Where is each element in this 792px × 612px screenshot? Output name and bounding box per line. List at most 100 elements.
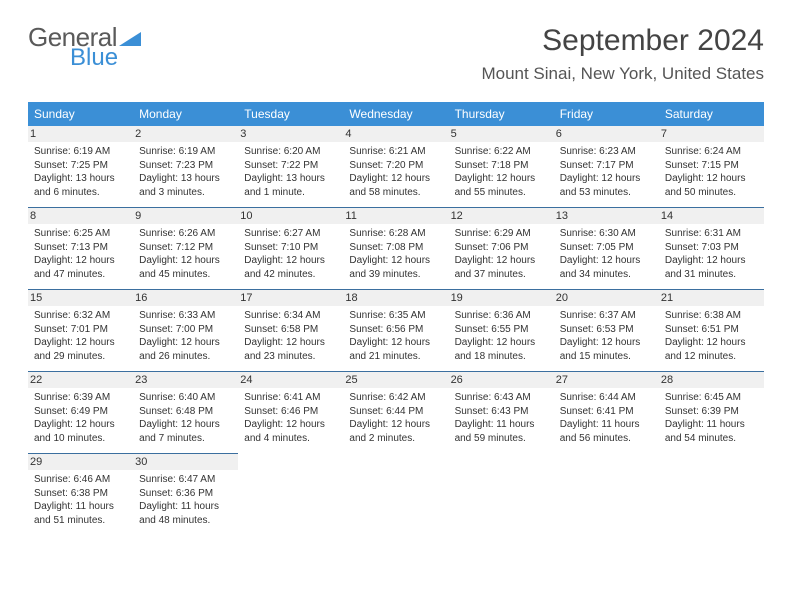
day-cell: 21 Sunrise: 6:38 AMSunset: 6:51 PMDayligh… <box>659 290 764 372</box>
day-cell: 3 Sunrise: 6:20 AMSunset: 7:22 PMDaylight… <box>238 126 343 208</box>
day-details: Sunrise: 6:34 AMSunset: 6:58 PMDaylight:… <box>244 309 337 363</box>
day-number: 30 <box>133 454 238 470</box>
day-cell: 18 Sunrise: 6:35 AMSunset: 6:56 PMDayligh… <box>343 290 448 372</box>
header: General Blue September 2024 Mount Sinai,… <box>28 24 764 84</box>
day-details: Sunrise: 6:35 AMSunset: 6:56 PMDaylight:… <box>349 309 442 363</box>
day-details: Sunrise: 6:42 AMSunset: 6:44 PMDaylight:… <box>349 391 442 445</box>
day-number: 26 <box>449 372 554 388</box>
day-details: Sunrise: 6:29 AMSunset: 7:06 PMDaylight:… <box>455 227 548 281</box>
day-number: 18 <box>343 290 448 306</box>
day-number: 7 <box>659 126 764 142</box>
day-cell: 28Sunrise: 6:45 AMSunset: 6:39 PMDayligh… <box>659 372 764 454</box>
day-details: Sunrise: 6:27 AMSunset: 7:10 PMDaylight:… <box>244 227 337 281</box>
day-cell: 4Sunrise: 6:21 AMSunset: 7:20 PMDaylight… <box>343 126 448 208</box>
day-cell: 15 Sunrise: 6:32 AMSunset: 7:01 PMDayligh… <box>28 290 133 372</box>
day-number: 11 <box>343 208 448 224</box>
day-cell <box>238 454 343 536</box>
week-row: 1 Sunrise: 6:19 AMSunset: 7:25 PMDaylight… <box>28 126 764 208</box>
day-details: Sunrise: 6:28 AMSunset: 7:08 PMDaylight:… <box>349 227 442 281</box>
day-details: Sunrise: 6:43 AMSunset: 6:43 PMDaylight:… <box>455 391 548 445</box>
week-row: 29 Sunrise: 6:46 AMSunset: 6:38 PMDayligh… <box>28 454 764 536</box>
day-number: 22 <box>28 372 133 388</box>
day-cell: 17 Sunrise: 6:34 AMSunset: 6:58 PMDayligh… <box>238 290 343 372</box>
title-block: September 2024 Mount Sinai, New York, Un… <box>481 24 764 84</box>
week-row: 8 Sunrise: 6:25 AMSunset: 7:13 PMDaylight… <box>28 208 764 290</box>
day-number: 15 <box>28 290 133 306</box>
logo-text-blue: Blue <box>70 46 141 70</box>
day-cell: 23Sunrise: 6:40 AMSunset: 6:48 PMDayligh… <box>133 372 238 454</box>
day-cell: 14 Sunrise: 6:31 AMSunset: 7:03 PMDayligh… <box>659 208 764 290</box>
logo: General Blue <box>28 24 141 70</box>
day-cell: 11 Sunrise: 6:28 AMSunset: 7:08 PMDayligh… <box>343 208 448 290</box>
day-number: 21 <box>659 290 764 306</box>
day-number: 6 <box>554 126 659 142</box>
day-details: Sunrise: 6:39 AMSunset: 6:49 PMDaylight:… <box>34 391 127 445</box>
day-cell <box>659 454 764 536</box>
day-number: 9 <box>133 208 238 224</box>
day-details: Sunrise: 6:31 AMSunset: 7:03 PMDaylight:… <box>665 227 758 281</box>
day-number: 1 <box>28 126 133 142</box>
day-details: Sunrise: 6:36 AMSunset: 6:55 PMDaylight:… <box>455 309 548 363</box>
day-cell: 6 Sunrise: 6:23 AMSunset: 7:17 PMDaylight… <box>554 126 659 208</box>
day-cell: 8 Sunrise: 6:25 AMSunset: 7:13 PMDaylight… <box>28 208 133 290</box>
day-header: Friday <box>554 102 659 126</box>
day-cell <box>554 454 659 536</box>
day-details: Sunrise: 6:33 AMSunset: 7:00 PMDaylight:… <box>139 309 232 363</box>
day-cell: 22 Sunrise: 6:39 AMSunset: 6:49 PMDayligh… <box>28 372 133 454</box>
day-details: Sunrise: 6:22 AMSunset: 7:18 PMDaylight:… <box>455 145 548 199</box>
day-cell: 12 Sunrise: 6:29 AMSunset: 7:06 PMDayligh… <box>449 208 554 290</box>
day-details: Sunrise: 6:40 AMSunset: 6:48 PMDaylight:… <box>139 391 232 445</box>
day-details: Sunrise: 6:24 AMSunset: 7:15 PMDaylight:… <box>665 145 758 199</box>
day-number: 24 <box>238 372 343 388</box>
day-number: 12 <box>449 208 554 224</box>
day-details: Sunrise: 6:32 AMSunset: 7:01 PMDaylight:… <box>34 309 127 363</box>
day-cell: 9Sunrise: 6:26 AMSunset: 7:12 PMDaylight… <box>133 208 238 290</box>
day-number: 13 <box>554 208 659 224</box>
day-cell: 29 Sunrise: 6:46 AMSunset: 6:38 PMDayligh… <box>28 454 133 536</box>
week-row: 15 Sunrise: 6:32 AMSunset: 7:01 PMDayligh… <box>28 290 764 372</box>
location: Mount Sinai, New York, United States <box>481 64 764 84</box>
day-header: Saturday <box>659 102 764 126</box>
day-details: Sunrise: 6:38 AMSunset: 6:51 PMDaylight:… <box>665 309 758 363</box>
day-header: Tuesday <box>238 102 343 126</box>
day-number: 20 <box>554 290 659 306</box>
day-details: Sunrise: 6:19 AMSunset: 7:25 PMDaylight:… <box>34 145 127 199</box>
day-details: Sunrise: 6:25 AMSunset: 7:13 PMDaylight:… <box>34 227 127 281</box>
day-number: 29 <box>28 454 133 470</box>
day-number: 19 <box>449 290 554 306</box>
day-number: 16 <box>133 290 238 306</box>
day-details: Sunrise: 6:30 AMSunset: 7:05 PMDaylight:… <box>560 227 653 281</box>
day-cell: 24 Sunrise: 6:41 AMSunset: 6:46 PMDayligh… <box>238 372 343 454</box>
day-cell: 20 Sunrise: 6:37 AMSunset: 6:53 PMDayligh… <box>554 290 659 372</box>
day-number: 27 <box>554 372 659 388</box>
day-cell: 25 Sunrise: 6:42 AMSunset: 6:44 PMDayligh… <box>343 372 448 454</box>
day-number: 14 <box>659 208 764 224</box>
day-details: Sunrise: 6:20 AMSunset: 7:22 PMDaylight:… <box>244 145 337 199</box>
day-number: 3 <box>238 126 343 142</box>
day-cell: 13 Sunrise: 6:30 AMSunset: 7:05 PMDayligh… <box>554 208 659 290</box>
day-number: 8 <box>28 208 133 224</box>
day-cell: 2Sunrise: 6:19 AMSunset: 7:23 PMDaylight… <box>133 126 238 208</box>
day-number: 28 <box>659 372 764 388</box>
month-title: September 2024 <box>481 24 764 58</box>
day-number: 5 <box>449 126 554 142</box>
day-details: Sunrise: 6:41 AMSunset: 6:46 PMDaylight:… <box>244 391 337 445</box>
day-cell: 30 Sunrise: 6:47 AMSunset: 6:36 PMDayligh… <box>133 454 238 536</box>
day-number: 17 <box>238 290 343 306</box>
day-cell: 5 Sunrise: 6:22 AMSunset: 7:18 PMDaylight… <box>449 126 554 208</box>
day-header: Monday <box>133 102 238 126</box>
day-cell <box>449 454 554 536</box>
day-details: Sunrise: 6:23 AMSunset: 7:17 PMDaylight:… <box>560 145 653 199</box>
day-details: Sunrise: 6:47 AMSunset: 6:36 PMDaylight:… <box>139 473 232 527</box>
calendar-table: SundayMondayTuesdayWednesdayThursdayFrid… <box>28 102 764 535</box>
day-details: Sunrise: 6:44 AMSunset: 6:41 PMDaylight:… <box>560 391 653 445</box>
day-number: 25 <box>343 372 448 388</box>
day-cell: 16 Sunrise: 6:33 AMSunset: 7:00 PMDayligh… <box>133 290 238 372</box>
day-details: Sunrise: 6:46 AMSunset: 6:38 PMDaylight:… <box>34 473 127 527</box>
day-cell: 10Sunrise: 6:27 AMSunset: 7:10 PMDayligh… <box>238 208 343 290</box>
day-header: Sunday <box>28 102 133 126</box>
day-cell <box>343 454 448 536</box>
day-cell: 27 Sunrise: 6:44 AMSunset: 6:41 PMDayligh… <box>554 372 659 454</box>
day-number: 2 <box>133 126 238 142</box>
day-details: Sunrise: 6:37 AMSunset: 6:53 PMDaylight:… <box>560 309 653 363</box>
